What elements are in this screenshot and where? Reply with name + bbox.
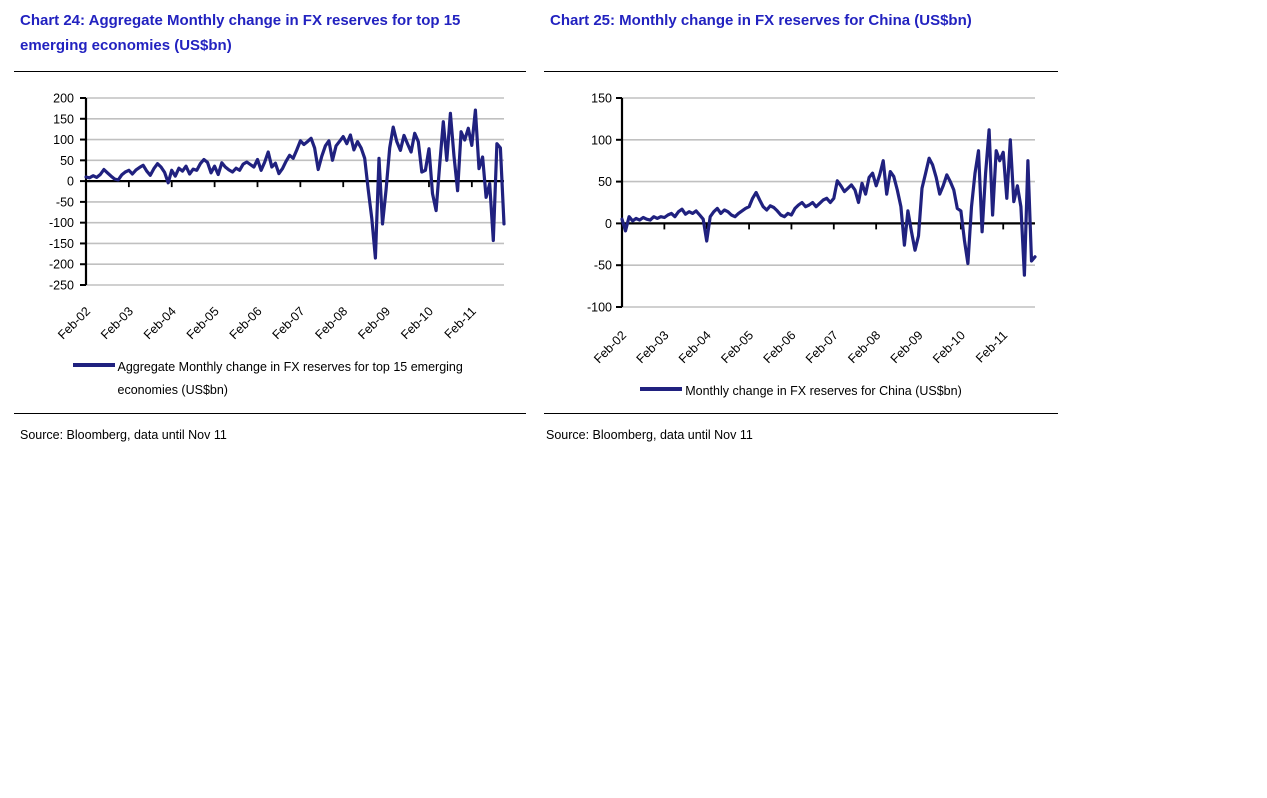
svg-text:Feb-05: Feb-05: [718, 328, 756, 366]
svg-text:Feb-07: Feb-07: [270, 304, 308, 342]
chart25-block: Chart 25: Monthly change in FX reserves …: [544, 8, 1058, 458]
svg-text:Feb-04: Feb-04: [141, 304, 179, 342]
svg-text:Feb-04: Feb-04: [676, 328, 714, 366]
svg-text:100: 100: [53, 133, 74, 147]
svg-text:-100: -100: [49, 216, 74, 230]
chart25-title: Chart 25: Monthly change in FX reserves …: [550, 12, 972, 29]
svg-text:100: 100: [591, 133, 612, 147]
svg-text:-50: -50: [594, 259, 612, 273]
chart25-bottom-rule: [544, 413, 1058, 414]
svg-text:-50: -50: [56, 195, 74, 209]
chart25-legend: Monthly change in FX reserves for China …: [544, 380, 1058, 403]
chart25-top-rule: [544, 71, 1058, 72]
svg-text:Feb-06: Feb-06: [761, 328, 799, 366]
svg-text:Feb-07: Feb-07: [803, 328, 841, 366]
chart25-legend-label: Monthly change in FX reserves for China …: [685, 384, 962, 398]
chart24-block: Chart 24: Aggregate Monthly change in FX…: [14, 8, 526, 458]
svg-text:200: 200: [53, 92, 74, 106]
chart24-bottom-rule: [14, 413, 526, 414]
svg-text:Feb-08: Feb-08: [845, 328, 883, 366]
svg-text:Feb-02: Feb-02: [591, 328, 629, 366]
svg-text:0: 0: [605, 217, 612, 231]
series-line: [620, 128, 1037, 277]
svg-text:-100: -100: [587, 301, 612, 315]
axes: [616, 97, 1035, 308]
svg-text:-150: -150: [49, 237, 74, 251]
svg-text:Feb-10: Feb-10: [930, 328, 968, 366]
chart25-plot: 150 100 50 0 -50 -100 Feb-02 Feb-03 Feb-04 Feb-05…: [587, 92, 1037, 367]
chart24-top-rule: [14, 71, 526, 72]
svg-text:-250: -250: [49, 279, 74, 293]
axis-labels: 150 100 50 0 -50 -100 Feb-02 Feb-03 Feb-04 Feb-05…: [587, 92, 1010, 367]
chart24-legend: Aggregate Monthly change in FX reserves …: [14, 356, 526, 402]
svg-text:Feb-02: Feb-02: [55, 304, 93, 342]
svg-text:Feb-05: Feb-05: [184, 304, 222, 342]
svg-text:Feb-06: Feb-06: [227, 304, 265, 342]
svg-text:0: 0: [67, 175, 74, 189]
series-line: [84, 108, 506, 260]
y-gridlines: [622, 97, 1035, 308]
chart25-source: Source: Bloomberg, data until Nov 11: [546, 428, 753, 442]
svg-text:Feb-03: Feb-03: [98, 304, 136, 342]
chart24-source: Source: Bloomberg, data until Nov 11: [20, 428, 227, 442]
svg-text:Feb-03: Feb-03: [634, 328, 672, 366]
svg-text:Feb-10: Feb-10: [398, 304, 436, 342]
axes: [80, 97, 504, 286]
svg-text:Feb-08: Feb-08: [312, 304, 350, 342]
y-gridlines: [86, 97, 504, 286]
svg-text:50: 50: [60, 154, 74, 168]
svg-text:-200: -200: [49, 258, 74, 272]
svg-text:50: 50: [598, 175, 612, 189]
chart24-legend-label: Aggregate Monthly change in FX reserves …: [117, 360, 463, 397]
svg-text:Feb-11: Feb-11: [442, 304, 479, 341]
svg-text:150: 150: [591, 92, 612, 106]
chart25-legend-line-swatch: [640, 387, 683, 391]
svg-text:Feb-11: Feb-11: [973, 328, 1010, 365]
svg-text:Feb-09: Feb-09: [888, 328, 926, 366]
svg-text:Feb-09: Feb-09: [355, 304, 393, 342]
chart24-title: Chart 24: Aggregate Monthly change in FX…: [20, 12, 461, 54]
svg-text:150: 150: [53, 112, 74, 126]
chart24-legend-line-swatch: [72, 363, 115, 367]
